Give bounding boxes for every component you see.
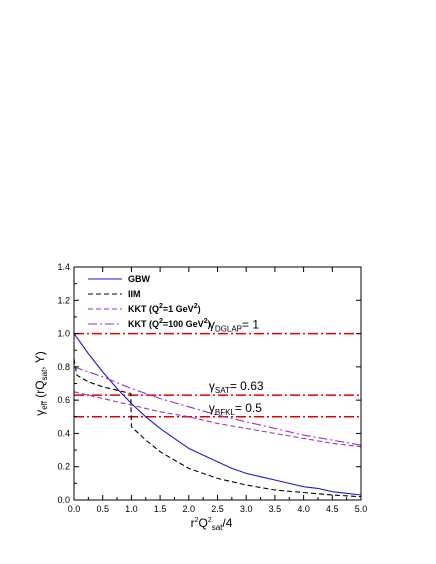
y-axis: 0.0 0.2 0.4 0.6 0.8 1.0 1.2 1.4 <box>57 262 361 505</box>
annotations: γDGLAP= 1 γSAT= 0.63 γBFKL= 0.5 <box>209 318 264 417</box>
gamma-annotation: γBFKL= 0.5 <box>209 401 262 417</box>
y-tick-label: 1.2 <box>57 295 70 305</box>
series-lines <box>74 333 361 498</box>
x-tick-label: 4.0 <box>297 504 310 514</box>
series-line <box>74 366 361 446</box>
x-tick-label: 2.5 <box>211 504 224 514</box>
series-line <box>74 391 361 448</box>
legend-label: IIM <box>128 289 141 299</box>
x-tick-label: 2.0 <box>183 504 196 514</box>
legend-label: KKT (Q2=100 GeV2) <box>128 318 211 329</box>
x-tick-label: 5.0 <box>355 504 368 514</box>
y-tick-label: 0.8 <box>57 362 70 372</box>
reference-lines <box>74 332 361 418</box>
y-tick-label: 0.0 <box>57 495 70 505</box>
x-axis: 0.0 0.5 1.0 1.5 2.0 2.5 3.0 3.5 4.0 4.5 5.0 <box>68 267 368 514</box>
x-tick-label: 3.5 <box>269 504 282 514</box>
y-tick-label: 0.4 <box>57 428 70 438</box>
series-line <box>74 358 361 498</box>
legend: GBW IIM KKT (Q2=1 GeV2) KKT (Q2=100 GeV2) <box>88 274 211 329</box>
x-tick-label: 4.5 <box>326 504 339 514</box>
legend-label: KKT (Q2=1 GeV2) <box>128 303 201 314</box>
x-tick-label: 3.0 <box>240 504 253 514</box>
series-line <box>74 333 361 496</box>
legend-label: GBW <box>128 274 151 284</box>
y-tick-label: 1.4 <box>57 262 70 272</box>
y-tick-label: 0.6 <box>57 395 70 405</box>
y-tick-label: 1.0 <box>57 329 70 339</box>
x-axis-title: r2Q2sat/4 <box>191 516 233 532</box>
x-tick-label: 0.5 <box>96 504 109 514</box>
gamma-annotation: γSAT= 0.63 <box>209 379 264 395</box>
x-tick-label: 1.0 <box>125 504 138 514</box>
y-tick-label: 0.2 <box>57 462 70 472</box>
x-tick-label: 1.5 <box>154 504 167 514</box>
plot-frame <box>73 266 362 501</box>
gamma-annotation: γDGLAP= 1 <box>209 318 259 334</box>
y-axis-title: γeff (rQsat, Y) <box>33 351 49 416</box>
x-tick-label: 0.0 <box>68 504 81 514</box>
